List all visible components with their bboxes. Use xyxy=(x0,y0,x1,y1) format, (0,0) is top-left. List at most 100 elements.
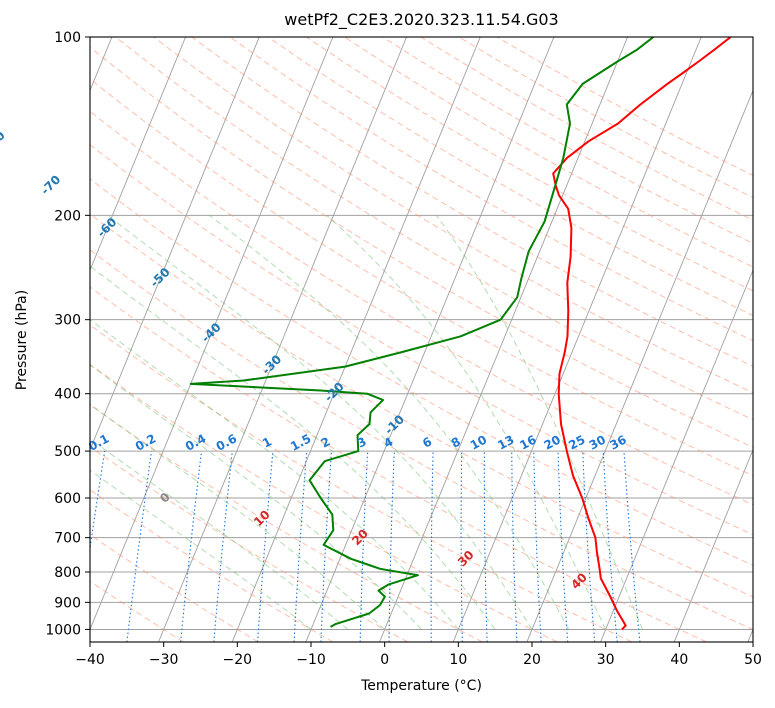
mixing-ratio-line xyxy=(483,451,488,642)
y-tick-label: 600 xyxy=(54,491,81,507)
mixing-ratio-label: 1 xyxy=(260,434,274,450)
dry-adiabat-label: -50 xyxy=(148,265,173,290)
dry-adiabat-line xyxy=(191,37,753,368)
dewpoint-profile xyxy=(189,37,655,628)
dry-adiabat-line xyxy=(90,46,753,448)
x-tick-label: 10 xyxy=(449,652,467,668)
dry-adiabat-line xyxy=(420,37,753,221)
y-tick-label: 300 xyxy=(54,313,81,329)
dry-adiabat-label: 10 xyxy=(251,507,273,529)
mixing-ratio-line xyxy=(460,451,463,642)
mixing-ratio-label: 13 xyxy=(495,432,516,452)
dry-adiabat-line xyxy=(90,286,707,642)
plot-frame xyxy=(89,36,754,643)
dry-adiabat-label: -70 xyxy=(38,172,63,197)
moist-adiabat-line xyxy=(107,214,533,630)
mixing-ratio-label: 3 xyxy=(355,434,369,450)
isotherm-line xyxy=(526,89,753,642)
isotherm-line xyxy=(90,37,260,451)
mixing-ratio-label: 20 xyxy=(542,432,563,452)
mixing-ratio-label: 36 xyxy=(607,432,628,452)
mixing-ratio-label: 10 xyxy=(468,432,489,452)
isotherm-line xyxy=(379,37,629,642)
isotherm-line xyxy=(231,37,481,642)
mixing-ratio-line xyxy=(623,451,641,642)
y-tick-label: 100 xyxy=(54,30,81,46)
chart-title: wetPf2_C2E3.2020.323.11.54.G03 xyxy=(284,10,559,29)
mixing-ratio-line xyxy=(126,451,153,642)
dry-adiabat-label: -80 xyxy=(0,128,8,153)
isotherm-line xyxy=(90,37,187,272)
y-tick-label: 1000 xyxy=(45,622,81,638)
dry-adiabat-line xyxy=(229,37,753,342)
mixing-ratio-label: 0.6 xyxy=(214,431,239,453)
dry-adiabat-line xyxy=(90,324,633,642)
mixing-ratio-label: 1.5 xyxy=(288,431,313,453)
moist-adiabat-line xyxy=(326,214,607,630)
dry-adiabat-line xyxy=(90,144,753,536)
dry-adiabat-line xyxy=(344,37,753,268)
dry-adiabat-line xyxy=(90,249,753,630)
y-tick-label: 500 xyxy=(54,444,81,460)
isotherm-line xyxy=(673,448,753,642)
mixing-ratio-line xyxy=(257,451,274,642)
dry-adiabat-line xyxy=(90,489,334,642)
dry-adiabat-line xyxy=(90,534,259,642)
mixing-ratio-label: 30 xyxy=(587,432,608,452)
x-tick-label: 20 xyxy=(523,652,541,668)
dry-adiabat-label: -40 xyxy=(199,320,224,345)
dry-adiabat-line xyxy=(90,446,409,642)
y-tick-label: 200 xyxy=(54,208,81,224)
isotherm-line xyxy=(158,37,408,642)
dry-adiabat-line xyxy=(306,37,753,292)
isotherm-line xyxy=(747,628,753,642)
dry-adiabat-line xyxy=(496,37,753,176)
isotherm-line xyxy=(600,268,753,642)
dry-adiabat-label: -30 xyxy=(259,352,284,377)
isotherm-line xyxy=(452,37,702,642)
x-tick-label: 30 xyxy=(597,652,615,668)
moist-adiabat-line xyxy=(90,364,422,630)
mixing-ratio-label: 16 xyxy=(517,432,538,452)
mixing-ratio-line xyxy=(602,451,618,642)
isotherm-line xyxy=(305,37,555,642)
dry-adiabat-line xyxy=(90,78,753,477)
dry-adiabat-label: -10 xyxy=(382,412,407,437)
isotherm-line xyxy=(90,37,334,631)
dry-adiabat-label: -60 xyxy=(94,215,119,240)
dry-adiabat-line xyxy=(90,178,753,566)
x-tick-label: 40 xyxy=(670,652,688,668)
dry-adiabat-line xyxy=(90,110,753,506)
dry-adiabat-line xyxy=(90,213,753,598)
mixing-ratio-label: 0.4 xyxy=(183,431,208,453)
y-tick-label: 400 xyxy=(54,387,81,403)
moist-adiabat-line xyxy=(90,265,496,630)
dry-adiabat-line xyxy=(90,404,483,642)
moist-adiabat-line xyxy=(90,469,312,630)
dry-adiabat-line xyxy=(382,37,753,244)
dry-adiabat-label: 30 xyxy=(455,548,477,570)
dry-adiabat-label: 20 xyxy=(349,526,371,548)
mixing-ratio-line xyxy=(90,451,106,552)
y-tick-label: 800 xyxy=(54,565,81,581)
dry-adiabat-line xyxy=(90,363,558,642)
mixing-ratio-line xyxy=(180,451,203,642)
dry-adiabat-line xyxy=(458,37,753,199)
mixing-ratio-label: 2 xyxy=(319,434,333,450)
mixing-ratio-label: 8 xyxy=(449,434,463,450)
x-tick-label: −30 xyxy=(149,652,179,668)
y-tick-label: 900 xyxy=(54,595,81,611)
x-axis-label: Temperature (°C) xyxy=(361,678,482,694)
mixing-ratio-label: 25 xyxy=(566,432,587,452)
mixing-ratio-line xyxy=(533,451,542,642)
y-tick-label: 700 xyxy=(54,531,81,547)
temperature-profile xyxy=(552,37,732,631)
moist-adiabat-line xyxy=(435,215,643,630)
dry-adiabat-label: 0 xyxy=(157,490,173,506)
dry-adiabat-line xyxy=(153,37,753,394)
x-tick-label: −20 xyxy=(223,652,253,668)
mixing-ratio-line xyxy=(213,451,233,642)
moist-adiabat-line xyxy=(90,403,386,630)
x-tick-label: 0 xyxy=(380,652,389,668)
